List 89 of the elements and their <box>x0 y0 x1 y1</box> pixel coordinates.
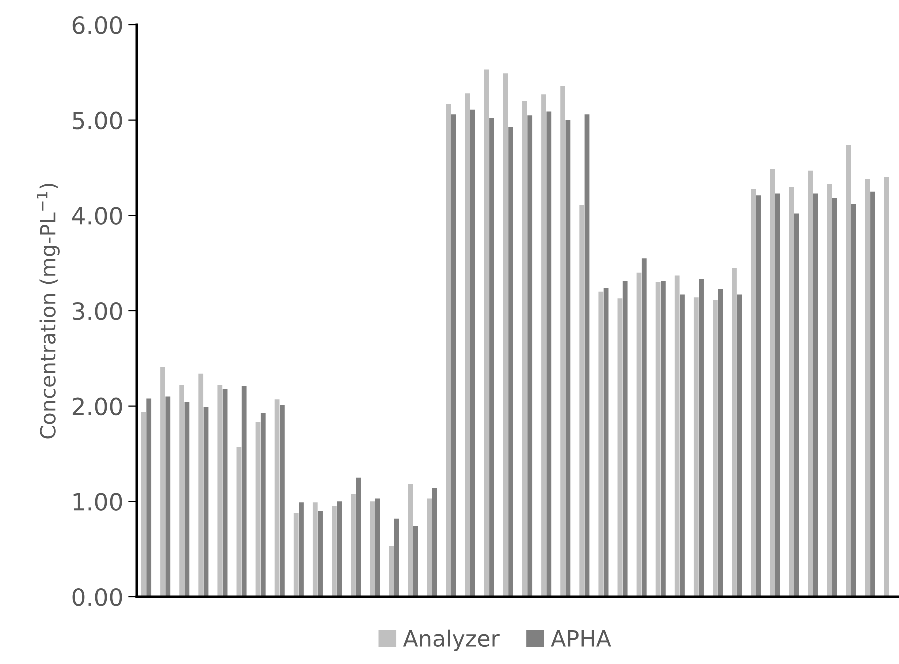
legend-label: Analyzer <box>403 630 500 652</box>
y-tick-label: 6.00 <box>72 16 122 34</box>
bar <box>827 184 832 597</box>
bar <box>546 112 552 597</box>
y-tick-label: 5.00 <box>73 112 122 130</box>
bar <box>166 396 171 597</box>
bar <box>490 118 494 597</box>
bar <box>713 300 718 597</box>
bar <box>446 104 452 597</box>
bar <box>560 86 566 597</box>
bar <box>846 145 852 597</box>
bar <box>852 204 856 597</box>
bar <box>204 407 209 597</box>
bar <box>870 192 876 597</box>
bar <box>451 114 456 597</box>
bar <box>465 94 470 597</box>
bar <box>770 168 776 597</box>
bar <box>146 398 152 597</box>
bar <box>636 272 642 597</box>
bar <box>432 488 438 597</box>
bar <box>375 498 380 597</box>
bar <box>242 386 247 597</box>
bar <box>542 94 546 597</box>
bar <box>184 402 190 597</box>
bar <box>832 198 838 597</box>
bar <box>356 478 362 597</box>
bar <box>808 170 814 597</box>
bar <box>604 288 609 597</box>
bar <box>218 385 223 597</box>
y-axis-title: Concentration (mg-PL$^{−1}$) <box>37 184 60 439</box>
bar <box>294 513 299 597</box>
bar <box>470 110 476 597</box>
bar <box>618 298 623 597</box>
bar <box>528 116 533 597</box>
bar <box>865 179 870 597</box>
bar <box>789 187 794 597</box>
bar <box>389 546 394 597</box>
bar <box>522 101 528 597</box>
bar <box>427 498 432 597</box>
bar <box>508 127 514 597</box>
bar <box>737 294 742 597</box>
bar <box>222 389 228 597</box>
bar <box>598 292 604 597</box>
bar <box>408 484 414 597</box>
bar <box>256 422 261 597</box>
bar <box>236 447 242 597</box>
bar <box>160 367 166 597</box>
bar <box>694 298 699 597</box>
bar <box>484 70 490 597</box>
bar <box>661 281 666 597</box>
bar <box>370 502 375 597</box>
bar <box>680 294 685 597</box>
y-tick-label: 2.00 <box>72 398 122 416</box>
bar <box>718 289 724 597</box>
bar <box>180 385 184 597</box>
bar <box>699 280 704 597</box>
bar <box>580 205 585 597</box>
bar <box>332 506 337 597</box>
bar <box>884 178 890 597</box>
bar <box>584 114 590 597</box>
bar <box>318 511 323 597</box>
legend-label: APHA <box>551 630 612 647</box>
bar <box>312 502 318 597</box>
bar <box>674 276 680 597</box>
y-tick-label: 0.00 <box>72 588 122 606</box>
bar <box>260 413 266 597</box>
bar <box>503 74 508 597</box>
bar <box>198 374 204 597</box>
bar <box>142 412 146 597</box>
bar <box>656 282 661 597</box>
bar <box>413 526 418 597</box>
bar <box>394 518 400 597</box>
bar <box>756 196 762 597</box>
bar <box>622 281 628 597</box>
bar <box>566 120 571 597</box>
bar <box>732 268 737 597</box>
bar <box>642 258 647 597</box>
bar <box>280 405 285 597</box>
bar <box>351 494 356 597</box>
bar <box>274 400 280 597</box>
bar <box>775 194 780 597</box>
bar <box>813 194 818 597</box>
bar <box>794 214 800 597</box>
y-tick-label: 4.00 <box>72 207 122 225</box>
bar <box>299 502 304 597</box>
y-tick-label: 3.00 <box>73 302 122 320</box>
y-tick-label: 1.00 <box>74 493 122 511</box>
bar <box>751 188 756 597</box>
bar <box>337 502 342 597</box>
